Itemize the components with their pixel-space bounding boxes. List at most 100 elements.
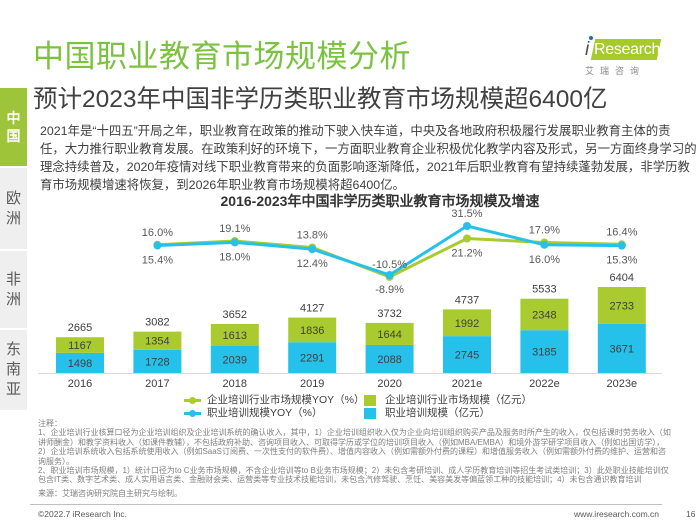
line-value-label: 16.0% — [529, 254, 560, 266]
bar-vocational-training — [56, 352, 104, 373]
bar-corporate-training — [210, 323, 259, 346]
line-point — [463, 221, 471, 230]
line-value-label: 17.9% — [529, 224, 560, 236]
logo-text: Research — [594, 41, 661, 58]
footer-copyright: ©2022.7 iResearch Inc. — [38, 509, 127, 519]
sidebar-item-southeast-asia[interactable]: 东南亚 — [0, 330, 27, 410]
sidebar-item-label: 中国 — [6, 110, 21, 144]
bar-value-label: 2039 — [223, 354, 247, 366]
intro-line: 理念持续普及，2020年疫情对线下职业教育带来的负面影响逐渐降低，2021年后职… — [40, 160, 690, 174]
x-tick-label: 2023e — [607, 378, 638, 390]
line-value-label: 16.0% — [142, 227, 173, 239]
bar-vocational-training — [288, 342, 337, 373]
bar-total-label: 6404 — [610, 272, 634, 284]
line-value-label: 21.2% — [451, 247, 482, 259]
line-point — [463, 234, 471, 243]
bar-vocational-training — [365, 344, 414, 373]
bar-value-label: 1728 — [145, 356, 169, 368]
bar-total-label: 2665 — [68, 322, 92, 334]
legend-label: 企业培训行业市场规模YOY（%） — [207, 394, 365, 406]
intro-line: 育市场规模增速将恢复，到2026年职业教育市场规模将超6400亿。 — [40, 178, 405, 192]
sidebar-item-label: 东南亚 — [5, 341, 21, 398]
legend-line-icon — [184, 397, 201, 404]
line-point — [230, 238, 239, 247]
bar-value-label: 1167 — [68, 340, 92, 352]
x-tick-label: 2016 — [68, 378, 92, 390]
source-note: 来源：艾瑞咨询研究院自主研究与绘制。 — [38, 489, 182, 498]
line-value-label: -8.9% — [375, 284, 404, 296]
intro-line: 任，大力推行职业教育发展。在政策利好的环境下，一方面职业教育企业积极优化教学内容… — [40, 142, 697, 156]
sidebar-item-china[interactable]: 中国 — [0, 88, 27, 166]
footer-divider — [30, 504, 662, 505]
bar-value-label: 1992 — [455, 318, 479, 330]
chart-title: 2016-2023年中国非学历类职业教育市场规模及增速 — [221, 193, 540, 209]
bar-vocational-training — [520, 330, 569, 373]
bar-value-label: 1613 — [223, 330, 247, 342]
legend-line-icon — [184, 410, 201, 417]
bar-value-label: 1836 — [300, 325, 324, 337]
bar-value-label: 2348 — [532, 309, 556, 321]
bar-corporate-training — [443, 309, 491, 337]
bar-total-label: 4737 — [455, 294, 479, 306]
line-value-label: 18.0% — [219, 251, 250, 263]
bar-value-label: 1498 — [68, 358, 92, 370]
sidebar-item-europe[interactable]: 欧洲 — [0, 168, 27, 249]
sidebar-item-africa[interactable]: 非洲 — [0, 251, 27, 328]
notes-label: 注释： — [38, 419, 62, 428]
legend-square-icon — [364, 408, 376, 419]
legend-label: 职业培训规模YOY（%） — [207, 407, 323, 419]
bar-corporate-training — [288, 317, 337, 343]
line-point — [153, 241, 162, 250]
intro-paragraph: 2021年是“十四五”开局之年，职业教育在政策的推动下驶入快车道，中央及各地政府… — [40, 122, 697, 194]
bar-value-label: 2745 — [455, 350, 479, 362]
sidebar-item-label: 欧洲 — [5, 189, 21, 227]
iresearch-logo: i Research 艾瑞咨询 — [583, 36, 663, 80]
bar-value-label: 1354 — [145, 336, 169, 348]
line-value-label: -10.5% — [372, 259, 407, 271]
bar-corporate-training — [597, 286, 646, 324]
line-value-label: 15.3% — [606, 255, 637, 267]
note-line: 询服务）。 — [38, 456, 74, 466]
legend-label: 企业培训行业市场规模（亿元） — [385, 394, 532, 406]
page-title: 中国职业教育市场规模分析 — [33, 39, 411, 74]
line-value-label: 15.4% — [142, 255, 173, 267]
line-point — [308, 245, 317, 254]
page-subtitle: 预计2023年中国非学历类职业教育市场规模超6400亿 — [33, 86, 608, 113]
bar-vocational-training — [133, 349, 182, 373]
bar-value-label: 2088 — [377, 354, 401, 366]
note-line: 2）企业培训系统收入包括系统使用收入（例如SaaS订阅费、一次性支付的软件费）、… — [38, 447, 667, 457]
note-line: 1、企业培训行业核算口径为企业培训组织及企业培训系统的确认收入，其中，1）企业培… — [38, 428, 671, 438]
line-value-label: 31.5% — [451, 208, 482, 220]
page-number: 16 — [686, 509, 696, 519]
note-line: 包含IT类、数字艺术类、成人实用语言类、金融财会类、运营类等专业技术技能培训，未… — [38, 475, 642, 485]
footer-url-link[interactable]: www.iresearch.com.cn — [574, 509, 660, 519]
note-line: 2、职业培训市场规模，1）统计口径为to C业务市场规模，不含企业培训等to B… — [38, 465, 669, 475]
bar-vocational-training — [210, 345, 259, 373]
legend-item-corporate-yoy: 企业培训行业市场规模YOY（%） — [184, 394, 365, 407]
bar-vocational-training — [443, 336, 491, 373]
legend-square-icon — [364, 395, 376, 406]
bar-total-label: 4127 — [300, 303, 324, 315]
bar-value-label: 1644 — [377, 329, 401, 341]
intro-line: 2021年是“十四五”开局之年，职业教育在政策的推动下驶入快车道，中央及各地政府… — [40, 124, 671, 138]
chart-notes: 注释： 1、企业培训行业核算口径为企业培训组织及企业培训系统的确认收入，其中，1… — [38, 419, 671, 485]
bar-total-label: 3082 — [145, 317, 169, 329]
x-tick-label: 2020 — [377, 378, 401, 390]
bar-vocational-training — [597, 323, 646, 373]
logo-i: i — [585, 39, 590, 60]
line-point — [385, 270, 394, 279]
bar-total-label: 5533 — [532, 284, 556, 296]
bar-corporate-training — [520, 298, 569, 331]
legend-item-vocational-size: 职业培训规模（亿元） — [364, 407, 490, 420]
bar-total-label: 3652 — [223, 309, 247, 321]
line-value-label: 19.1% — [219, 223, 250, 235]
bar-value-label: 3671 — [610, 343, 634, 355]
x-tick-label: 2018 — [223, 378, 247, 390]
line-point — [617, 241, 626, 250]
line-value-label: 16.4% — [606, 226, 637, 238]
legend-item-corporate-size: 企业培训行业市场规模（亿元） — [364, 394, 532, 407]
logo-tagline: 艾瑞咨询 — [585, 66, 646, 76]
line-point — [540, 240, 549, 249]
bar-value-label: 2291 — [300, 353, 324, 365]
x-tick-label: 2017 — [145, 378, 169, 390]
